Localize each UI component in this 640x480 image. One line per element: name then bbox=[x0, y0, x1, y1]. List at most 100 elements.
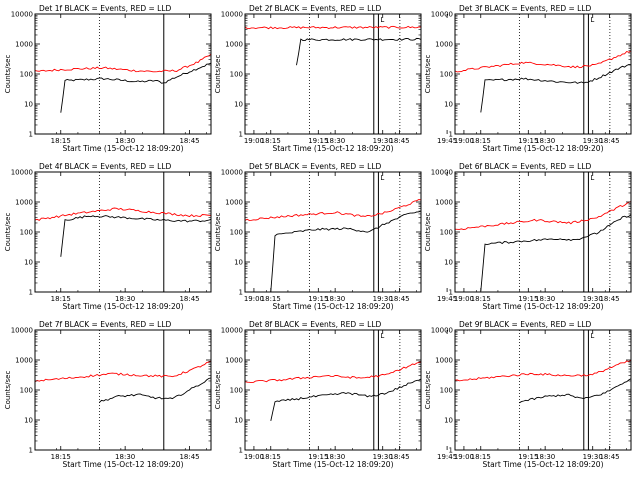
panel-2: Det 2f BLACK = Events, RED = LLD L 1 10 100 1… bbox=[214, 4, 611, 153]
x-axis-label: Start Time (15-Oct-12 18:09:20) bbox=[482, 460, 603, 469]
y-tick-label: 10000 bbox=[431, 169, 453, 177]
x-tick-label: 19:15 bbox=[308, 137, 328, 145]
y-tick-label: 10 bbox=[444, 101, 453, 109]
y-tick-label: 1000 bbox=[225, 199, 243, 207]
lld-line bbox=[455, 359, 631, 382]
y-tick-label: 100 bbox=[20, 229, 33, 237]
x-tick-label: 18:15 bbox=[261, 453, 281, 461]
panel-title: Det 4f BLACK = Events, RED = LLD bbox=[39, 162, 172, 171]
corner-marker: L bbox=[380, 174, 384, 182]
y-tick-label: 10000 bbox=[431, 327, 453, 335]
x-axis-label: Start Time (15-Oct-12 18:09:20) bbox=[272, 302, 393, 311]
panel-3: Det 3f BLACK = Events, RED = LLD L 1 10 100 1… bbox=[424, 4, 632, 153]
y-axis-label: Counts/sec bbox=[424, 213, 432, 252]
plot-frame bbox=[34, 171, 212, 293]
events-line bbox=[60, 215, 211, 257]
y-tick-label: 1000 bbox=[435, 357, 453, 365]
x-tick-label: 18:45 bbox=[179, 137, 199, 145]
y-tick-label: 1000 bbox=[225, 357, 243, 365]
y-tick-label: 10 bbox=[24, 259, 33, 267]
x-tick-label: 18:30 bbox=[535, 295, 555, 303]
y-tick-label: 1 bbox=[449, 447, 453, 455]
x-axis-label: Start Time (15-Oct-12 18:09:20) bbox=[272, 144, 393, 153]
x-tick-label: 19:45 bbox=[437, 295, 457, 303]
plot-frame bbox=[244, 13, 422, 135]
x-tick-label: 18:45 bbox=[599, 453, 619, 461]
x-tick-label: 19:45 bbox=[437, 137, 457, 145]
x-tick-label: 18:15 bbox=[471, 137, 491, 145]
lld-line bbox=[245, 25, 421, 30]
x-axis-label: Start Time (15-Oct-12 18:09:20) bbox=[62, 144, 183, 153]
y-axis-label: Counts/sec bbox=[4, 371, 12, 410]
plot-frame bbox=[34, 329, 212, 451]
lld-line bbox=[35, 360, 211, 383]
x-axis-label: Start Time (15-Oct-12 18:09:20) bbox=[272, 460, 393, 469]
plot-frame bbox=[244, 329, 422, 451]
y-axis-label: Counts/sec bbox=[214, 55, 222, 94]
y-tick-label: 1 bbox=[29, 289, 33, 297]
y-tick-label: 10 bbox=[444, 417, 453, 425]
events-line bbox=[270, 378, 421, 421]
panel-title: Det 3f BLACK = Events, RED = LLD bbox=[459, 4, 592, 13]
y-tick-label: 10000 bbox=[11, 169, 33, 177]
panel-1: Det 1f BLACK = Events, RED = LLD L 1 10 100 1… bbox=[4, 4, 457, 153]
x-tick-label: 18:30 bbox=[535, 453, 555, 461]
y-tick-label: 1 bbox=[239, 289, 243, 297]
corner-marker: L bbox=[380, 332, 384, 340]
panel-title: Det 9f BLACK = Events, RED = LLD bbox=[459, 320, 592, 329]
x-tick-label: 18:30 bbox=[115, 453, 135, 461]
y-tick-label: 1000 bbox=[15, 199, 33, 207]
y-tick-label: 1 bbox=[449, 289, 453, 297]
y-tick-label: 100 bbox=[230, 71, 243, 79]
plot-frame bbox=[454, 329, 632, 451]
plot-frame bbox=[34, 13, 212, 135]
lld-line bbox=[455, 50, 631, 73]
x-tick-label: 18:15 bbox=[261, 295, 281, 303]
y-axis-label: Counts/sec bbox=[4, 213, 12, 252]
y-tick-label: 1000 bbox=[225, 41, 243, 49]
panel-title: Det 7f BLACK = Events, RED = LLD bbox=[39, 320, 172, 329]
y-tick-label: 100 bbox=[230, 387, 243, 395]
y-tick-label: 10000 bbox=[11, 11, 33, 19]
y-axis-label: Counts/sec bbox=[424, 55, 432, 94]
y-tick-label: 10 bbox=[234, 101, 243, 109]
y-tick-label: 1 bbox=[29, 447, 33, 455]
y-tick-label: 10000 bbox=[221, 11, 243, 19]
x-tick-label: 19:00 bbox=[454, 137, 474, 145]
y-axis-label: Counts/sec bbox=[214, 213, 222, 252]
plot-frame bbox=[244, 171, 422, 293]
y-tick-label: 10 bbox=[234, 259, 243, 267]
events-line bbox=[270, 210, 421, 292]
y-tick-label: 10 bbox=[444, 259, 453, 267]
y-axis-label: Counts/sec bbox=[214, 371, 222, 410]
x-tick-label: 18:45 bbox=[179, 453, 199, 461]
y-tick-label: 100 bbox=[440, 229, 453, 237]
corner-marker: L bbox=[590, 174, 594, 182]
y-axis-label: Counts/sec bbox=[424, 371, 432, 410]
y-tick-label: 1 bbox=[239, 447, 243, 455]
y-tick-label: 1000 bbox=[435, 199, 453, 207]
panel-4: Det 4f BLACK = Events, RED = LLD L 1 10 100 1… bbox=[4, 162, 457, 311]
y-tick-label: 1000 bbox=[435, 41, 453, 49]
lld-line bbox=[35, 207, 211, 221]
x-tick-label: 19:00 bbox=[454, 453, 474, 461]
events-line bbox=[99, 377, 211, 403]
x-axis-label: Start Time (15-Oct-12 18:09:20) bbox=[62, 302, 183, 311]
corner-marker: L bbox=[590, 16, 594, 24]
y-tick-label: 10 bbox=[24, 101, 33, 109]
x-tick-label: 19:30 bbox=[373, 453, 393, 461]
x-tick-label: 19:15 bbox=[308, 295, 328, 303]
x-tick-label: 19:30 bbox=[373, 137, 393, 145]
panel-5: Det 5f BLACK = Events, RED = LLD L 1 10 100 1… bbox=[214, 162, 611, 311]
x-tick-label: 18:15 bbox=[261, 137, 281, 145]
panel-title: Det 2f BLACK = Events, RED = LLD bbox=[249, 4, 382, 13]
y-tick-label: 10000 bbox=[431, 11, 453, 19]
panel-title: Det 1f BLACK = Events, RED = LLD bbox=[39, 4, 172, 13]
events-line bbox=[480, 214, 631, 292]
x-tick-label: 19:30 bbox=[583, 453, 603, 461]
y-tick-label: 10000 bbox=[11, 327, 33, 335]
y-tick-label: 1 bbox=[29, 131, 33, 139]
panel-title: Det 6f BLACK = Events, RED = LLD bbox=[459, 162, 592, 171]
x-tick-label: 19:15 bbox=[518, 295, 538, 303]
